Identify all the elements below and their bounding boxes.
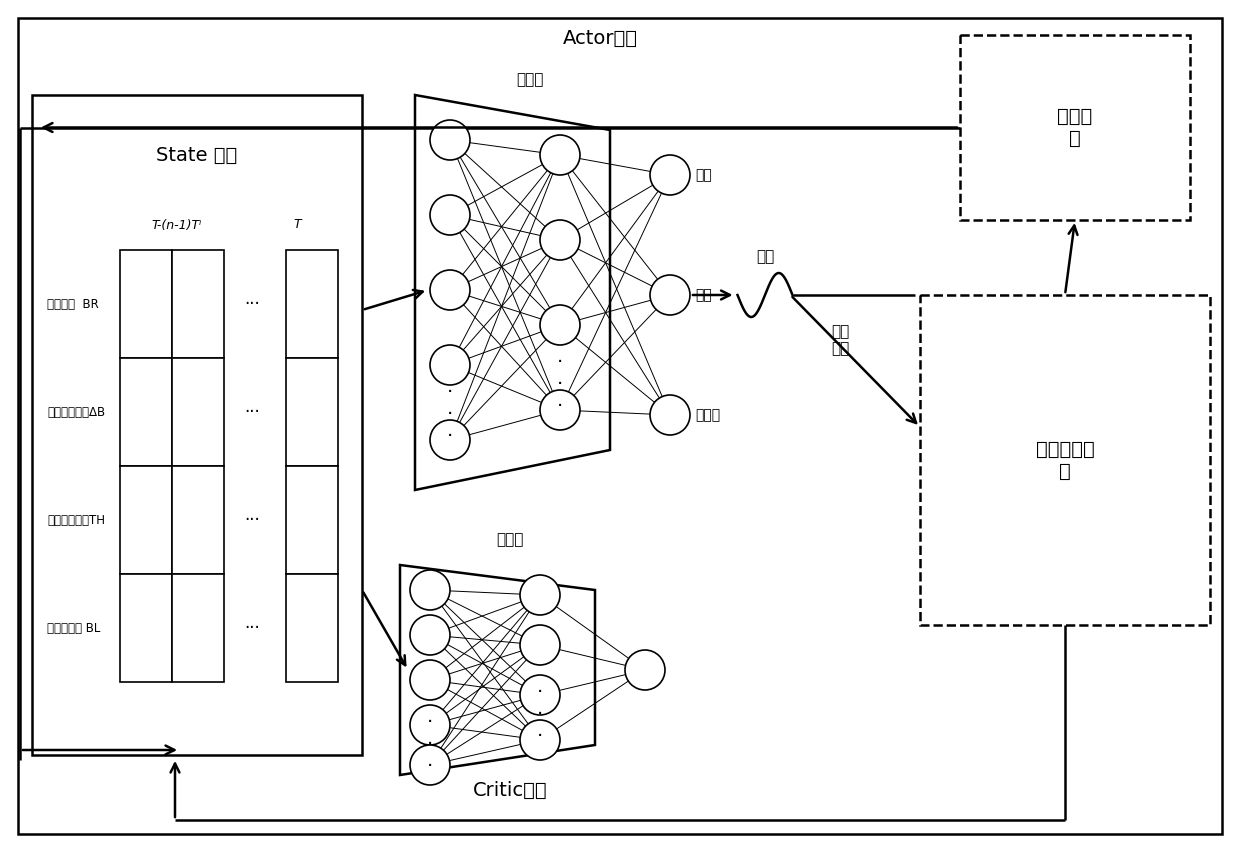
Text: 隐藏层: 隐藏层 bbox=[496, 532, 523, 548]
Text: ···: ··· bbox=[244, 295, 260, 313]
Text: ·
·
·: · · · bbox=[537, 683, 543, 746]
Bar bbox=[172, 574, 224, 682]
Circle shape bbox=[539, 305, 580, 345]
Text: 缓冲区变化量ΔB: 缓冲区变化量ΔB bbox=[47, 406, 105, 418]
Text: ·
·
·: · · · bbox=[427, 713, 433, 776]
Circle shape bbox=[625, 650, 665, 690]
Circle shape bbox=[650, 395, 689, 435]
Text: 码率选择  BR: 码率选择 BR bbox=[47, 297, 99, 310]
Circle shape bbox=[520, 720, 560, 760]
Circle shape bbox=[539, 135, 580, 175]
Circle shape bbox=[539, 220, 580, 260]
Bar bbox=[920, 295, 1210, 625]
Text: ···: ··· bbox=[244, 511, 260, 529]
Circle shape bbox=[430, 195, 470, 235]
Text: T-(n-1)Tⁱ: T-(n-1)Tⁱ bbox=[151, 218, 202, 232]
Circle shape bbox=[520, 575, 560, 615]
Text: 采样: 采样 bbox=[756, 250, 774, 264]
Text: 输出: 输出 bbox=[694, 168, 712, 182]
Circle shape bbox=[410, 745, 450, 785]
Circle shape bbox=[650, 275, 689, 315]
Circle shape bbox=[430, 120, 470, 160]
Circle shape bbox=[520, 625, 560, 665]
Text: Actor网络: Actor网络 bbox=[563, 28, 637, 48]
Bar bbox=[286, 466, 339, 574]
Text: State 矩阵: State 矩阵 bbox=[156, 146, 238, 164]
Bar bbox=[286, 250, 339, 358]
Bar bbox=[286, 358, 339, 466]
Circle shape bbox=[410, 615, 450, 655]
Text: ···: ··· bbox=[244, 403, 260, 421]
Bar bbox=[960, 35, 1190, 220]
Text: ···: ··· bbox=[244, 619, 260, 637]
Text: 均値: 均値 bbox=[694, 288, 712, 302]
Text: 平均发送速率TH: 平均发送速率TH bbox=[47, 514, 105, 527]
Text: 仿真训练环
境: 仿真训练环 境 bbox=[1035, 440, 1095, 481]
Bar bbox=[286, 574, 339, 682]
Bar bbox=[120, 574, 172, 682]
Circle shape bbox=[430, 420, 470, 460]
Bar bbox=[120, 358, 172, 466]
Circle shape bbox=[650, 155, 689, 195]
Text: 隐藏层: 隐藏层 bbox=[516, 72, 543, 88]
Text: ·
·
·: · · · bbox=[446, 383, 453, 446]
Bar bbox=[120, 250, 172, 358]
Text: 码率
选择: 码率 选择 bbox=[831, 324, 849, 356]
Circle shape bbox=[539, 390, 580, 430]
Circle shape bbox=[410, 660, 450, 700]
Text: ·
·
·: · · · bbox=[557, 354, 563, 417]
Text: 缓冲区长度 BL: 缓冲区长度 BL bbox=[47, 621, 100, 635]
Circle shape bbox=[430, 270, 470, 310]
Bar bbox=[172, 250, 224, 358]
Bar bbox=[32, 95, 362, 755]
Circle shape bbox=[410, 705, 450, 745]
Bar bbox=[172, 466, 224, 574]
Text: Critic网络: Critic网络 bbox=[472, 780, 547, 799]
Text: 奖励函
数: 奖励函 数 bbox=[1058, 107, 1092, 148]
Circle shape bbox=[410, 570, 450, 610]
Text: 标准差: 标准差 bbox=[694, 408, 720, 422]
Circle shape bbox=[430, 345, 470, 385]
Bar bbox=[120, 466, 172, 574]
Text: T: T bbox=[293, 218, 301, 232]
Bar bbox=[172, 358, 224, 466]
Circle shape bbox=[520, 675, 560, 715]
